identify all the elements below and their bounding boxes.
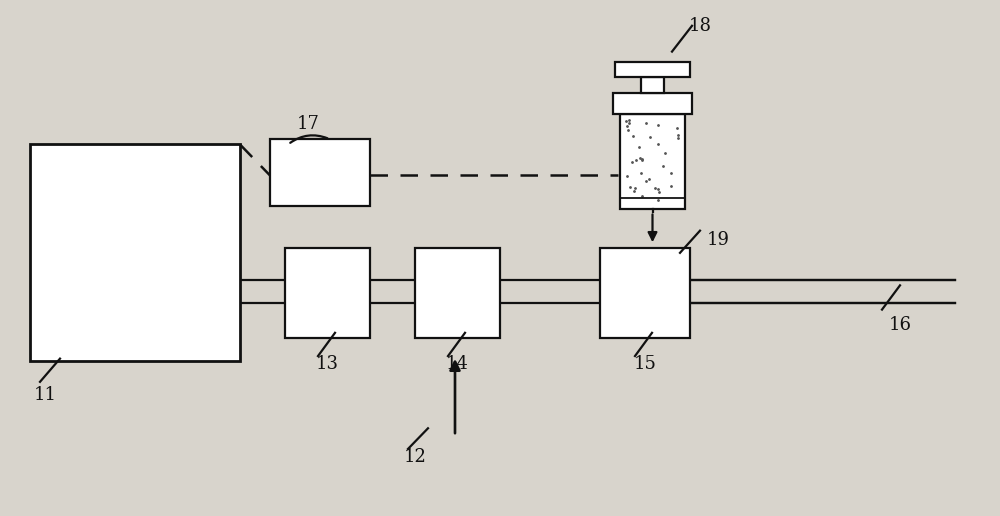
Text: 13: 13 bbox=[316, 355, 338, 373]
Bar bbox=[600, 248, 690, 338]
Text: 18: 18 bbox=[688, 17, 712, 35]
Text: 16: 16 bbox=[889, 316, 912, 334]
Bar bbox=[30, 144, 240, 361]
Bar bbox=[270, 139, 370, 206]
Bar bbox=[415, 248, 500, 338]
Bar bbox=[641, 77, 664, 93]
Text: 11: 11 bbox=[34, 386, 56, 404]
Text: 15: 15 bbox=[634, 355, 656, 373]
Bar bbox=[615, 62, 690, 77]
Text: 17: 17 bbox=[297, 115, 319, 133]
Bar bbox=[285, 248, 370, 338]
Text: 19: 19 bbox=[706, 231, 730, 249]
Bar bbox=[613, 93, 692, 114]
Bar bbox=[620, 114, 685, 209]
Text: 12: 12 bbox=[404, 448, 426, 465]
Text: 14: 14 bbox=[446, 355, 468, 373]
